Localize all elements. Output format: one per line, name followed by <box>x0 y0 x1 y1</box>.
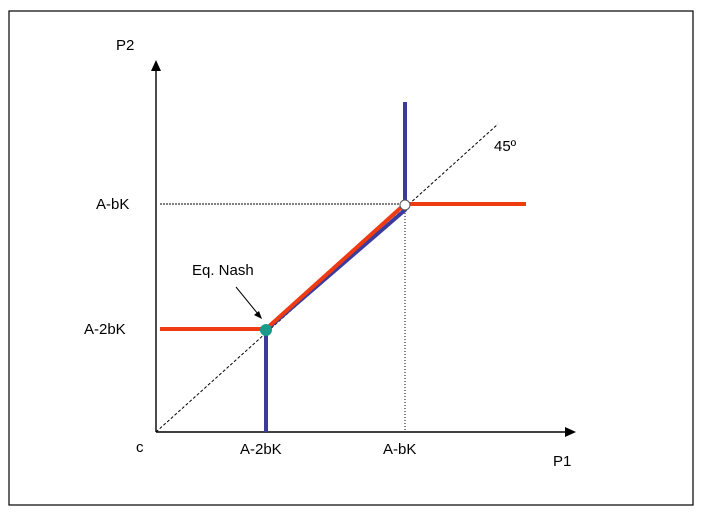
origin-label: c <box>136 439 144 456</box>
x-tick-a-2bk: A-2bK <box>240 441 282 458</box>
y-axis-label: P2 <box>116 37 134 54</box>
reaction-curve-player-1 <box>264 102 407 432</box>
x-axis-label: P1 <box>553 453 571 470</box>
equilibrium-arrow <box>235 286 259 315</box>
equilibrium-label: Eq. Nash <box>192 262 254 279</box>
y-axis-arrow <box>151 60 161 71</box>
y-tick-a-2bk: A-2bK <box>84 321 126 338</box>
equilibrium-arrowhead <box>254 311 262 319</box>
reaction-curve-player-2 <box>160 202 526 331</box>
nash-equilibrium-point <box>260 324 272 336</box>
figure-border <box>8 10 694 506</box>
x-tick-a-bk: A-bK <box>383 441 416 458</box>
diagonal-label: 45º <box>494 138 517 155</box>
upper-intersection-marker <box>399 199 411 211</box>
y-tick-a-bk: A-bK <box>96 196 129 213</box>
x-axis-arrow <box>565 427 576 437</box>
